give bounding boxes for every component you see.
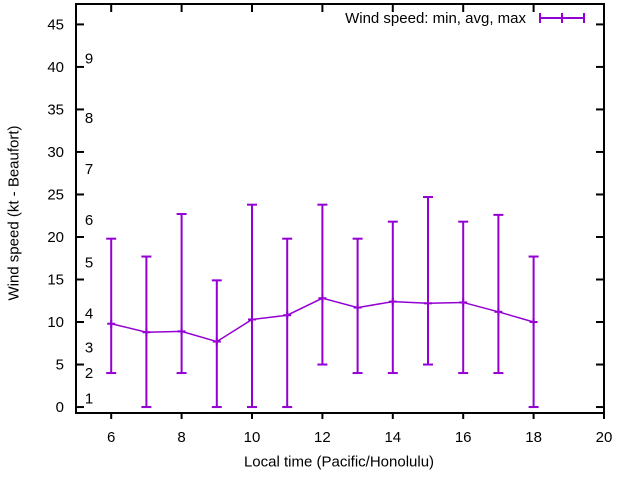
svg-text:12: 12 <box>314 429 331 446</box>
svg-text:20: 20 <box>596 429 613 446</box>
svg-text:7: 7 <box>85 161 93 178</box>
svg-text:10: 10 <box>244 429 261 446</box>
legend: Wind speed: min, avg, max <box>345 8 586 28</box>
svg-text:40: 40 <box>47 59 64 76</box>
svg-text:16: 16 <box>455 429 472 446</box>
svg-text:14: 14 <box>384 429 401 446</box>
svg-text:6: 6 <box>85 212 93 229</box>
errorbar-sample-icon <box>539 13 585 23</box>
svg-text:45: 45 <box>47 16 64 33</box>
y-axis-title: Wind speed (kt - Beaufort) <box>5 125 23 301</box>
svg-text:8: 8 <box>85 110 93 127</box>
svg-text:3: 3 <box>85 340 93 357</box>
svg-text:9: 9 <box>85 50 93 67</box>
x-axis-title: Local time (Pacific/Honolulu) <box>243 453 435 471</box>
svg-text:4: 4 <box>85 306 93 323</box>
svg-text:25: 25 <box>47 186 64 203</box>
svg-text:2: 2 <box>85 365 93 382</box>
svg-text:5: 5 <box>56 357 64 374</box>
svg-text:20: 20 <box>47 229 64 246</box>
svg-text:35: 35 <box>47 101 64 118</box>
svg-text:0: 0 <box>56 399 64 416</box>
legend-label: Wind speed: min, avg, max <box>345 9 526 27</box>
svg-text:6: 6 <box>107 429 115 446</box>
svg-text:30: 30 <box>47 144 64 161</box>
svg-text:15: 15 <box>47 272 64 289</box>
svg-text:8: 8 <box>177 429 185 446</box>
svg-text:5: 5 <box>85 254 93 271</box>
svg-text:1: 1 <box>85 391 93 408</box>
svg-text:18: 18 <box>525 429 542 446</box>
svg-text:10: 10 <box>47 314 64 331</box>
